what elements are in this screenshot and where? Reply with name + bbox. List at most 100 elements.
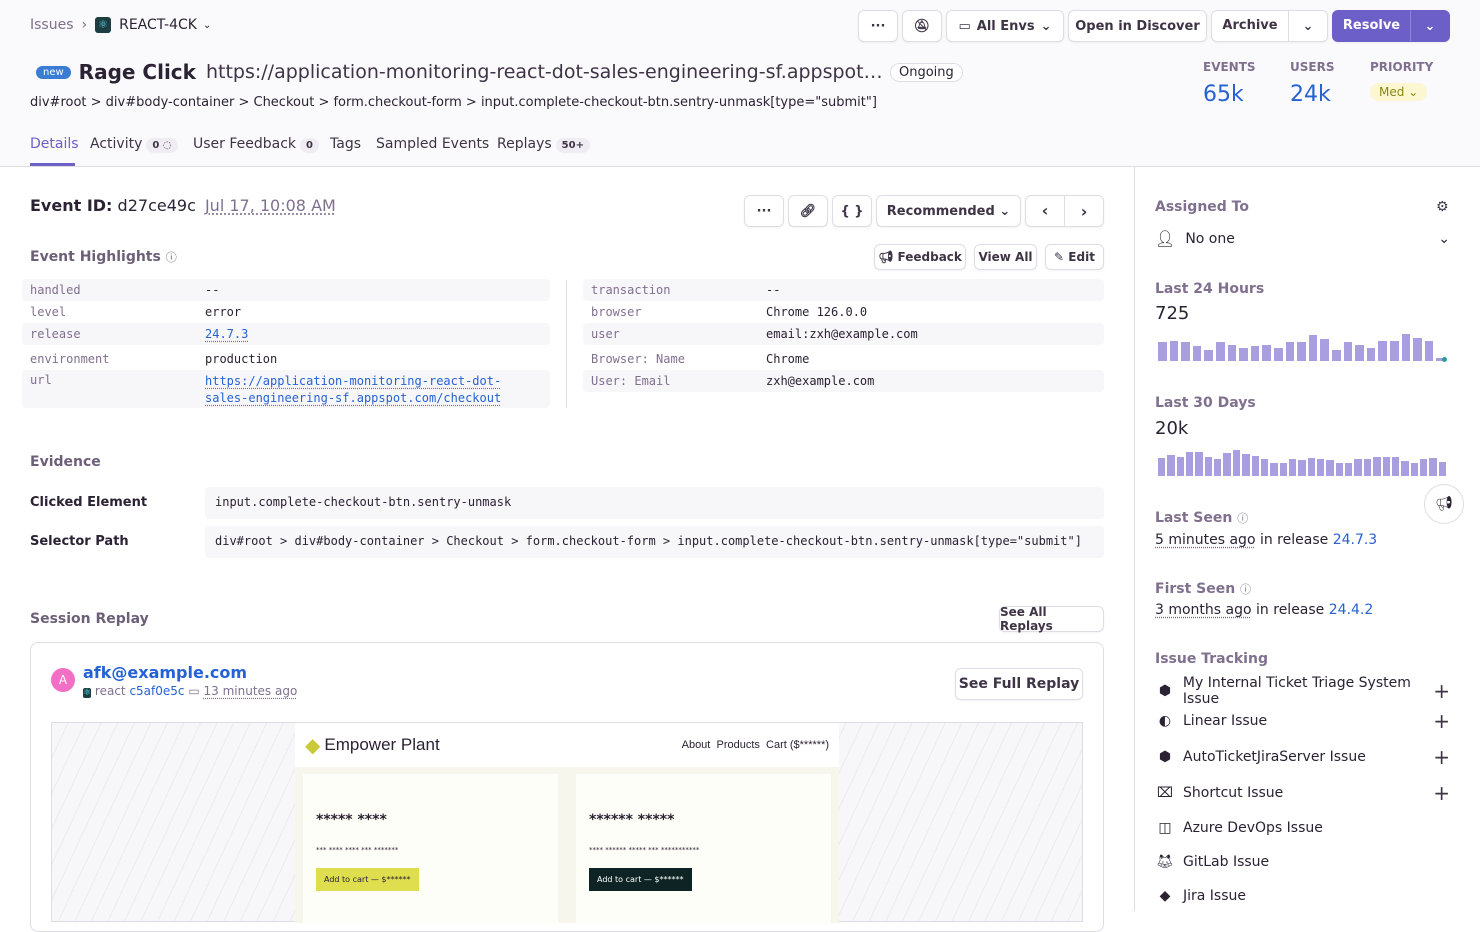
sparkline-bar[interactable] (1345, 463, 1353, 476)
sparkline-bar[interactable] (1436, 358, 1445, 361)
sparkline-bar[interactable] (1332, 349, 1341, 361)
plus-icon[interactable]: + (1433, 709, 1450, 733)
sparkline-bar[interactable] (1410, 463, 1418, 476)
sparkline-bar[interactable] (1214, 458, 1222, 476)
sparkline-bar[interactable] (1391, 457, 1400, 476)
events-count[interactable]: 65k (1203, 82, 1244, 107)
sparkline-bar[interactable] (1216, 341, 1225, 361)
last-seen-release[interactable]: 24.7.3 (1332, 532, 1378, 548)
issue-tracking-item[interactable]: ◐ Linear Issue + (1155, 709, 1450, 733)
sparkline-bar[interactable] (1378, 340, 1387, 361)
issue-tracking-item[interactable]: ⬢ AutoTicketJiraServer Issue + (1155, 745, 1450, 769)
issue-tracking-item[interactable]: ⌧ Shortcut Issue + (1155, 781, 1450, 805)
sparkline-bar[interactable] (1262, 345, 1271, 361)
edit-highlights-button[interactable]: ✎ Edit (1045, 244, 1104, 270)
sparkline-bar[interactable] (1354, 459, 1362, 476)
sparkline-bar[interactable] (1382, 457, 1390, 476)
sparkline-bar[interactable] (1419, 458, 1428, 476)
chevron-down-icon[interactable]: ⌄ (202, 19, 212, 31)
resolve-dropdown-chevron-icon[interactable]: ⌄ (1424, 18, 1436, 34)
event-time[interactable]: Jul 17, 10:08 AM (204, 196, 336, 215)
sparkline-bar[interactable] (1250, 346, 1260, 361)
resolve-button[interactable]: Resolve (1333, 11, 1411, 41)
first-seen-release[interactable]: 24.4.2 (1328, 602, 1374, 618)
event-more-button[interactable]: ··· (744, 195, 784, 227)
replay-user[interactable]: afk@example.com (83, 663, 248, 682)
assignee-dropdown[interactable]: 👤︎ No one ⌄ (1155, 229, 1450, 248)
sparkline-bar[interactable] (1373, 456, 1381, 476)
issue-tracking-item[interactable]: ◆ Jira Issue (1155, 886, 1450, 906)
breadcrumb-project[interactable]: REACT-4CK (119, 17, 197, 33)
tab-activity[interactable]: Activity 0 ◌ (90, 136, 178, 153)
sparkline-bar[interactable] (1167, 455, 1175, 476)
sparkline-bar[interactable] (1204, 457, 1213, 476)
sparkline-bar[interactable] (1343, 341, 1353, 361)
replay-id[interactable]: c5af0e5c (129, 684, 185, 698)
sparkline-bar[interactable] (1270, 463, 1278, 476)
plus-icon[interactable]: + (1433, 745, 1450, 769)
sparkline-bar[interactable] (1401, 461, 1409, 476)
archive-dropdown-chevron-icon[interactable]: ⌄ (1302, 18, 1314, 34)
mute-button[interactable]: 🔕︎ (902, 10, 942, 42)
sparkline-bar[interactable] (1260, 458, 1269, 476)
previous-event-button[interactable]: ‹ (1026, 196, 1065, 226)
sparkline-bar[interactable] (1390, 341, 1399, 361)
sparkline-bar[interactable] (1242, 454, 1250, 476)
sparkline-bar[interactable] (1308, 334, 1318, 361)
gear-icon[interactable]: ⚙ (1436, 199, 1449, 215)
issue-tracking-item[interactable]: ⬢ My Internal Ticket Triage System Issue + (1155, 675, 1450, 707)
priority-dropdown[interactable]: Med ⌄ (1370, 83, 1428, 101)
sparkline-bar[interactable] (1169, 341, 1179, 361)
issue-tracking-item[interactable]: 🦊︎ GitLab Issue (1155, 852, 1450, 872)
sparkline-bar[interactable] (1355, 344, 1364, 361)
tab-user-feedback[interactable]: User Feedback 0 (193, 136, 319, 153)
highlight-value[interactable]: https://application-monitoring-react-dot… (205, 374, 502, 405)
sparkline-bar[interactable] (1401, 334, 1411, 361)
event-sort-dropdown[interactable]: Recommended ⌄ (876, 195, 1021, 227)
tab-tags[interactable]: Tags (330, 136, 361, 152)
sparkline-bar[interactable] (1288, 459, 1297, 476)
sparkline-bar[interactable] (1326, 460, 1334, 476)
sparkline-bar[interactable] (1366, 348, 1376, 361)
sparkline-bar[interactable] (1317, 459, 1325, 476)
plus-icon[interactable]: + (1433, 679, 1450, 703)
users-count[interactable]: 24k (1290, 82, 1331, 107)
sparkline-bar[interactable] (1429, 458, 1437, 476)
sparkline-bar[interactable] (1251, 456, 1259, 476)
tab-sampled-events[interactable]: Sampled Events (376, 136, 490, 152)
copy-link-button[interactable]: 🔗︎ (788, 195, 828, 227)
env-select[interactable]: ▭ All Envs ⌄ (946, 10, 1064, 42)
release-marker[interactable] (1442, 357, 1447, 362)
next-event-button[interactable]: › (1080, 201, 1088, 221)
sparkline-bar[interactable] (1192, 346, 1202, 361)
sparkline-bar[interactable] (1232, 450, 1241, 476)
sparkline-bar[interactable] (1181, 341, 1190, 361)
sparkline-bar[interactable] (1158, 457, 1166, 476)
sparkline-bar[interactable] (1223, 453, 1231, 476)
sparkline-bar[interactable] (1285, 342, 1295, 361)
sparkline-bar[interactable] (1239, 348, 1248, 361)
sparkline-bar[interactable] (1186, 452, 1194, 476)
feedback-button[interactable]: 📢︎ Feedback (874, 244, 966, 270)
plus-icon[interactable]: + (1433, 781, 1450, 805)
view-all-button[interactable]: View All (974, 244, 1037, 270)
breadcrumb-issues[interactable]: Issues (30, 17, 74, 33)
open-in-discover-button[interactable]: Open in Discover (1068, 10, 1207, 42)
sparkline-bar[interactable] (1424, 340, 1434, 361)
sparkline-bar[interactable] (1307, 457, 1316, 476)
sparkline-bar[interactable] (1335, 462, 1344, 476)
sparkline-bar[interactable] (1279, 463, 1287, 476)
last-24-hours-chart[interactable] (1158, 334, 1448, 361)
sparkline-bar[interactable] (1158, 341, 1167, 361)
json-button[interactable]: { } (832, 195, 872, 227)
issue-tracking-item[interactable]: ◫ Azure DevOps Issue (1155, 818, 1450, 838)
sparkline-bar[interactable] (1298, 460, 1306, 476)
tab-replays[interactable]: Replays 50+ (497, 136, 590, 153)
sparkline-bar[interactable] (1363, 459, 1372, 476)
highlight-value[interactable]: 24.7.3 (205, 327, 249, 341)
last-30-days-chart[interactable] (1158, 450, 1448, 476)
sparkline-bar[interactable] (1320, 339, 1329, 361)
feedback-megaphone-button[interactable]: 📢︎ (1424, 484, 1464, 524)
sparkline-bar[interactable] (1176, 457, 1185, 476)
sparkline-bar[interactable] (1204, 349, 1213, 361)
